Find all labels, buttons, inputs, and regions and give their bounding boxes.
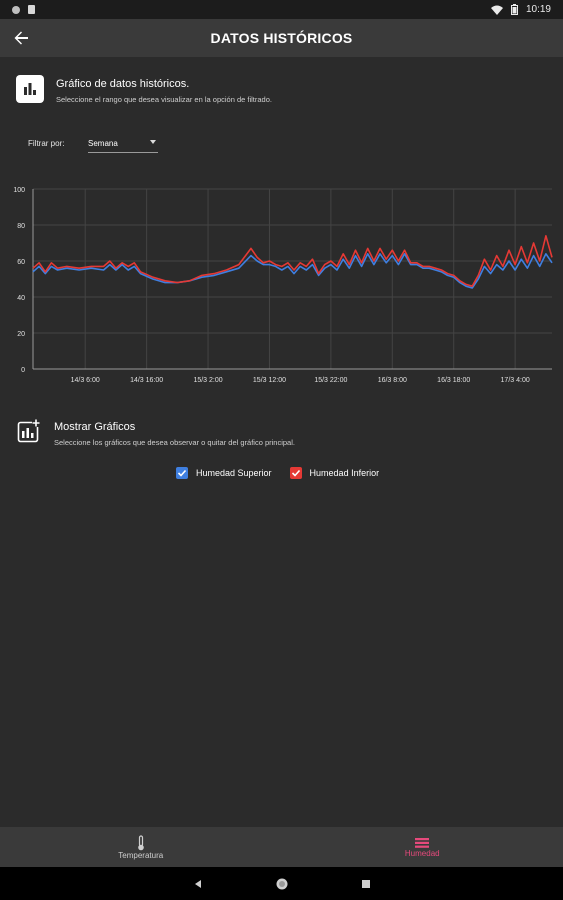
- y-tick-label: 60: [17, 259, 25, 266]
- charts-section-title: Mostrar Gráficos: [54, 421, 136, 433]
- toggle-lower-label: Humedad Inferior: [309, 468, 380, 478]
- history-section-title: Gráfico de datos históricos.: [56, 78, 190, 90]
- x-tick-label: 14/3 6:00: [71, 377, 100, 384]
- x-tick-label: 15/3 12:00: [253, 377, 286, 384]
- add-chart-icon: [16, 418, 42, 444]
- nav-humidity-label: Humedad: [404, 848, 440, 858]
- y-tick-label: 0: [21, 367, 25, 374]
- battery-icon: [510, 4, 518, 15]
- wifi-icon: [490, 5, 503, 15]
- y-tick-label: 40: [17, 295, 25, 302]
- series-line-humedad-inferior: [32, 234, 553, 287]
- check-icon: [291, 469, 300, 477]
- bottom-navigation: Temperatura Humedad: [0, 827, 563, 867]
- triangle-back-icon: [194, 879, 201, 888]
- x-tick-label: 17/3 4:00: [501, 377, 530, 384]
- nav-temperature-label: Temperatura: [118, 850, 164, 860]
- checkbox-upper[interactable]: [176, 467, 188, 479]
- filter-label: Filtrar por:: [28, 139, 65, 148]
- x-tick-label: 15/3 2:00: [193, 377, 222, 384]
- x-tick-label: 14/3 16:00: [130, 377, 163, 384]
- square-recents-icon: [361, 879, 370, 888]
- system-navigation-bar: [0, 867, 563, 900]
- charts-section-subtitle: Seleccione los gráficos que desea observ…: [54, 438, 295, 447]
- y-tick-label: 80: [17, 223, 25, 230]
- filter-row: Filtrar por: Semana: [28, 134, 158, 153]
- humidity-icon: [415, 837, 430, 848]
- back-button[interactable]: [8, 25, 34, 51]
- status-bar: 10:19: [0, 0, 563, 19]
- charts-section-header: Mostrar Gráficos Seleccione los gráficos…: [16, 418, 295, 447]
- page-title: DATOS HISTÓRICOS: [210, 30, 353, 46]
- toggle-humedad-inferior[interactable]: Humedad Inferior: [289, 467, 380, 479]
- series-toggles: Humedad Superior Humedad Inferior: [176, 467, 379, 479]
- charts-section-text: Mostrar Gráficos Seleccione los gráficos…: [54, 418, 295, 447]
- app-bar: DATOS HISTÓRICOS: [0, 19, 563, 57]
- nav-temperature[interactable]: Temperatura: [0, 827, 282, 867]
- status-left: [12, 5, 35, 14]
- checkbox-lower[interactable]: [289, 467, 302, 479]
- humidity-history-chart[interactable]: 0 20 40 60 80 100 14/3 6:00 14/3 16:00 15/3 2:00…: [0, 180, 563, 390]
- check-icon: [177, 469, 187, 477]
- history-section-subtitle: Seleccione el rango que desea visualizar…: [56, 95, 272, 104]
- status-right: 10:19: [490, 4, 551, 15]
- y-tick-label: 20: [17, 331, 25, 338]
- filter-selected-value: Semana: [88, 138, 118, 148]
- toggle-upper-label: Humedad Superior: [196, 468, 272, 478]
- x-tick-label: 15/3 22:00: [314, 377, 347, 384]
- toggle-humedad-superior[interactable]: Humedad Superior: [176, 467, 272, 479]
- series-line-humedad-superior: [32, 253, 553, 289]
- history-section-text: Gráfico de datos históricos. Seleccione …: [56, 75, 272, 104]
- circle-home-icon: [276, 878, 287, 889]
- x-tick-label: 16/3 8:00: [378, 377, 407, 384]
- notification-dot-icon: [12, 5, 20, 14]
- nav-humidity[interactable]: Humedad: [282, 827, 563, 867]
- dropdown-arrow-icon: [150, 140, 156, 144]
- y-tick-label: 100: [13, 187, 25, 194]
- status-time: 10:19: [525, 4, 551, 15]
- system-back-button[interactable]: [191, 877, 205, 891]
- history-section-header: Gráfico de datos históricos. Seleccione …: [16, 75, 272, 104]
- system-recents-button[interactable]: [359, 877, 373, 891]
- sd-card-icon: [28, 5, 35, 14]
- thermometer-icon: [137, 834, 144, 850]
- filter-dropdown[interactable]: Semana: [88, 134, 158, 153]
- arrow-back-icon: [14, 31, 28, 45]
- x-tick-label: 16/3 18:00: [437, 377, 470, 384]
- system-home-button[interactable]: [275, 877, 289, 891]
- bar-chart-icon: [16, 75, 44, 103]
